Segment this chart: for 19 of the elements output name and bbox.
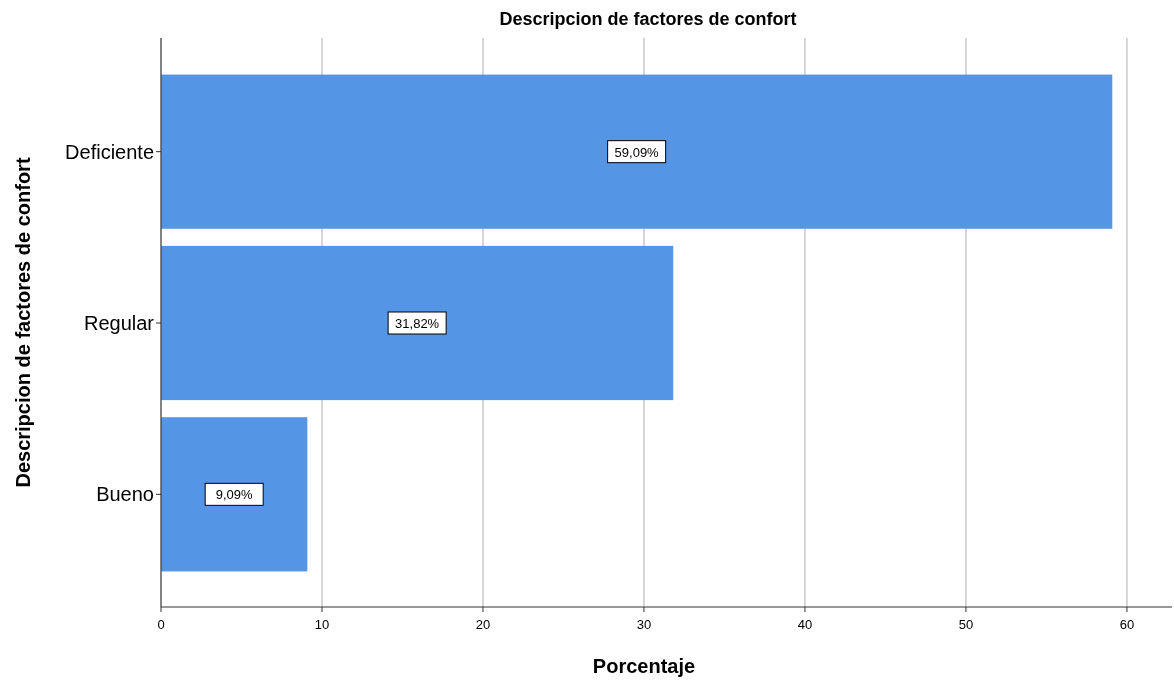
x-axis-title: Porcentaje [592, 655, 696, 677]
bar [161, 417, 308, 572]
y-tick-label: Bueno [96, 483, 154, 506]
x-tick-label: 30 [636, 617, 652, 632]
x-tick-label: 60 [1119, 617, 1135, 632]
y-tick-label: Regular [83, 312, 155, 334]
bar [161, 74, 1113, 229]
data-label: 9,09% [215, 487, 254, 503]
chart-title: Descripcion de factores de confort [499, 9, 797, 29]
x-tick-label: 10 [314, 617, 330, 632]
data-label: 31,82% [395, 316, 440, 331]
y-axis-title: Descripcion de factores de confort [12, 157, 34, 488]
x-tick-label: 40 [797, 617, 813, 632]
x-tick-label: 20 [475, 617, 491, 632]
bar [161, 245, 674, 401]
x-tick-label: 50 [958, 617, 974, 632]
data-label: 59,09% [614, 144, 660, 160]
x-tick-label: 0 [157, 617, 165, 632]
y-tick-label: Deficiente [65, 140, 154, 163]
